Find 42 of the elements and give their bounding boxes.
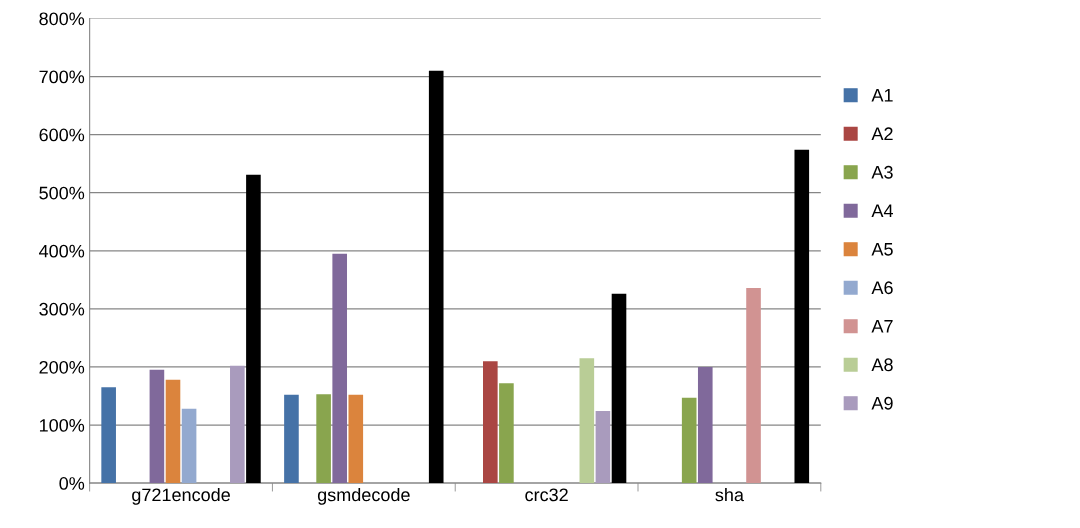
- bar: [149, 369, 165, 484]
- legend-label: A4: [871, 204, 893, 217]
- x-tick-label: crc32: [525, 488, 568, 502]
- y-tick-label: 200%: [39, 360, 85, 374]
- y-tick-label: 800%: [39, 12, 85, 26]
- bar: [697, 366, 713, 484]
- bar: [230, 365, 245, 484]
- x-tick-label: g721encode: [132, 487, 230, 505]
- bar: [499, 383, 514, 484]
- y-tick-label: 300%: [39, 302, 85, 316]
- bar: [794, 149, 810, 484]
- bar: [181, 408, 197, 484]
- bar: [246, 174, 261, 484]
- bar: [348, 394, 364, 484]
- y-tick-label: 700%: [39, 70, 85, 84]
- x-tick-label: sha: [715, 487, 744, 502]
- legend-label: A3: [871, 165, 893, 179]
- bar: [611, 293, 627, 484]
- legend-label: A8: [871, 358, 893, 372]
- legend-label: A5: [871, 243, 893, 256]
- bar: [579, 358, 595, 484]
- bar: [332, 253, 348, 484]
- y-tick-label: 500%: [39, 186, 85, 200]
- bar: [746, 287, 761, 484]
- y-tick-label: 400%: [39, 244, 85, 258]
- bar: [101, 387, 116, 484]
- legend-label: A6: [871, 281, 893, 295]
- bar: [428, 70, 444, 484]
- legend-label: A7: [871, 320, 893, 333]
- x-tick-label: gsmdecode: [317, 487, 410, 505]
- bar: [681, 397, 697, 484]
- bar: [165, 379, 181, 484]
- bar: [483, 361, 498, 484]
- y-tick-label: 600%: [39, 128, 85, 142]
- y-tick-label: 100%: [39, 418, 85, 432]
- bar: [595, 411, 611, 484]
- bar: [284, 394, 299, 484]
- legend-label: A9: [871, 396, 893, 410]
- bar: [316, 394, 331, 484]
- legend-label: A1: [871, 89, 893, 102]
- legend-label: A2: [871, 127, 893, 140]
- y-tick-label: 0%: [59, 477, 85, 490]
